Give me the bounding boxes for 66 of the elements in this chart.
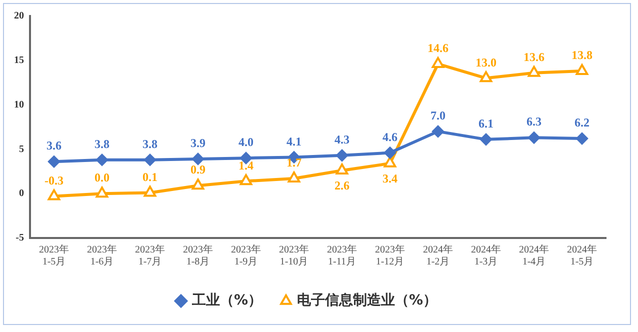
data-label: 4.6	[382, 130, 398, 144]
x-tick-label: 2024年 1-3月	[471, 244, 501, 268]
point	[384, 156, 396, 168]
data-label: 4.3	[334, 132, 350, 147]
x-tick-label: 2023年 1-11月	[327, 244, 357, 268]
x-tick-label: 2023年 1-6月	[87, 244, 117, 268]
point	[192, 178, 204, 190]
data-label: 0.9	[190, 162, 206, 177]
point	[144, 186, 156, 197]
legend-label: 电子信息制造业（%）	[297, 292, 438, 309]
point	[480, 133, 492, 146]
x-tick-label: 2024年 1-2月	[423, 244, 453, 268]
y-tick-label: -5	[16, 232, 24, 244]
x-tick-label: 2023年 1-12月	[375, 244, 405, 268]
data-label: -0.3	[44, 173, 64, 188]
data-label: 3.9	[190, 136, 206, 150]
data-label: 6.3	[526, 114, 542, 129]
point	[144, 154, 156, 166]
x-tick-label: 2023年 1-10月	[279, 244, 309, 268]
point	[576, 64, 588, 76]
point	[96, 186, 108, 198]
data-label: 1.4	[238, 158, 254, 172]
x-tick-label: 2024年 1-4月	[519, 244, 549, 268]
point	[336, 164, 348, 175]
point	[192, 152, 204, 165]
x-tick-label: 2023年 1-7月	[135, 244, 165, 268]
data-label: 4.0	[238, 135, 254, 150]
x-tick-label: 2023年 1-5月	[39, 244, 69, 268]
data-label: 3.4	[382, 172, 398, 186]
point	[576, 132, 588, 145]
data-label: 6.2	[574, 116, 590, 130]
data-label: 3.8	[94, 136, 110, 151]
x-tick-label: 2023年 1-8月	[183, 244, 213, 268]
point	[288, 172, 300, 183]
point	[480, 71, 492, 82]
y-tick-label: 15	[14, 54, 24, 66]
point	[384, 146, 396, 159]
y-tick-label: 5	[19, 144, 24, 155]
point	[48, 156, 60, 168]
data-label: 1.7	[286, 156, 302, 170]
x-tick-label: 2023年 1-9月	[231, 244, 261, 268]
point	[96, 154, 108, 166]
point	[528, 132, 540, 144]
point	[432, 56, 444, 68]
legend-label: 工业（%）	[190, 292, 262, 309]
data-label: 4.1	[286, 134, 302, 148]
x-tick-label: 2024年 1-5月	[567, 244, 597, 268]
data-label: 3.8	[142, 136, 158, 151]
data-label: 7.0	[430, 108, 446, 123]
data-label: 13.6	[524, 50, 544, 64]
y-tick-label: 10	[14, 99, 24, 110]
data-label: 6.1	[478, 116, 494, 131]
data-label: 13.8	[572, 48, 592, 62]
point	[240, 174, 252, 186]
data-label: 0.1	[142, 170, 158, 184]
data-label: 0.0	[94, 170, 110, 185]
y-tick-label: 0	[19, 188, 24, 200]
data-label: 13.0	[476, 55, 496, 70]
point	[432, 125, 444, 138]
data-label: 2.6	[334, 178, 350, 193]
point	[528, 66, 540, 77]
point	[336, 149, 348, 162]
data-label: 14.6	[428, 41, 448, 56]
point	[48, 189, 60, 200]
data-label: 3.6	[46, 138, 62, 153]
y-tick-label: 20	[14, 10, 24, 22]
